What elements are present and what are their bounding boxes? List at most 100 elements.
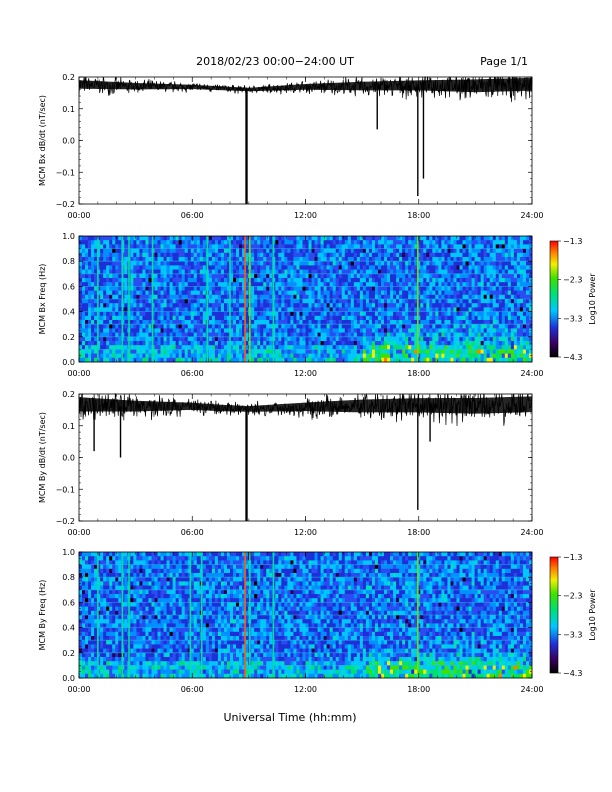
spectrogram-cell	[266, 282, 270, 287]
spectrogram-cell	[362, 349, 367, 354]
spectrogram-cell	[417, 315, 421, 321]
spectrogram-cell	[356, 299, 361, 304]
spectrogram-cell	[323, 320, 327, 325]
spectrogram-cell	[193, 286, 198, 291]
spectrogram-cell	[381, 299, 385, 304]
spectrogram-cell	[359, 248, 364, 254]
spectrogram-cell	[82, 269, 86, 275]
spectrogram-cell	[474, 248, 478, 254]
spectrogram-cell	[438, 345, 442, 350]
spectrogram-cell	[236, 269, 240, 275]
spectrogram-cell	[302, 240, 306, 245]
spectrogram-cell	[157, 341, 161, 346]
spectrogram-cell	[399, 265, 403, 270]
spectrogram-cell	[320, 261, 324, 266]
spectrogram-cell	[420, 261, 424, 266]
spectrogram-cell	[115, 336, 119, 342]
spectrogram-cell	[190, 286, 195, 291]
spectrogram-cell	[320, 265, 324, 270]
spectrogram-cell	[308, 303, 312, 308]
spectrogram-cell	[208, 265, 213, 270]
spectrogram-cell	[94, 244, 98, 249]
spectrogram-cell	[468, 299, 472, 304]
spectrogram-cell	[242, 257, 246, 262]
spectrogram-cell	[308, 345, 312, 350]
spectrogram-cell	[393, 261, 397, 266]
spectrogram-cell	[251, 332, 255, 338]
spectrogram-cell	[166, 328, 170, 333]
spectrogram-cell	[109, 282, 113, 287]
spectrogram-cell	[287, 278, 291, 283]
spectrogram-cell	[254, 286, 258, 291]
spectrogram-cell	[323, 240, 327, 245]
spectrogram-cell	[414, 341, 418, 346]
spectrogram-cell	[374, 332, 379, 338]
spectrogram-cell	[305, 328, 309, 333]
spectrogram-cell	[447, 257, 451, 262]
spectrogram-cell	[447, 294, 451, 300]
spectrogram-cell	[468, 294, 472, 300]
spectrogram-cell	[426, 320, 430, 325]
spectrogram-cell	[154, 307, 158, 312]
spectrogram-cell	[187, 552, 192, 557]
spectrogram-cell	[302, 236, 306, 241]
spectrogram-cell	[178, 357, 182, 363]
spectrogram-cell	[245, 328, 249, 333]
spectrogram-cell	[525, 252, 530, 258]
spectrogram-cell	[396, 282, 400, 287]
spectrogram-cell	[308, 248, 312, 254]
spectrogram-cell	[396, 328, 400, 333]
spectrogram-cell	[287, 252, 291, 258]
spectrogram-cell	[411, 357, 415, 363]
spectrogram-cell	[329, 282, 333, 287]
spectrogram-cell	[513, 244, 518, 249]
spectrogram-cell	[435, 307, 439, 312]
spectrogram-cell	[350, 265, 355, 270]
spectrogram-cell	[513, 290, 518, 296]
spectrogram-cell	[465, 315, 469, 321]
spectrogram-cell	[411, 324, 415, 329]
spectrogram-cell	[242, 307, 246, 312]
spectrogram-cell	[341, 349, 346, 354]
spectrogram-cell	[323, 349, 327, 354]
spectrogram-cell	[411, 286, 415, 291]
spectrogram-cell	[242, 349, 246, 354]
spectrogram-cell	[305, 332, 309, 338]
spectrogram-cell	[157, 273, 161, 279]
spectrogram-cell	[371, 269, 376, 275]
spectrogram-cell	[474, 311, 478, 317]
spectrogram-cell	[447, 357, 451, 363]
spectrogram-cell	[178, 349, 182, 354]
spectrogram-cell	[456, 282, 460, 287]
spectrogram-cell	[516, 265, 521, 270]
spectrogram-cell	[199, 311, 204, 317]
spectrogram-cell	[486, 286, 491, 291]
spectrogram-cell	[344, 311, 349, 317]
spectrogram-cell	[468, 307, 472, 312]
spectrogram-cell	[242, 328, 246, 333]
spectrogram-cell	[486, 353, 491, 359]
spectrogram-cell	[181, 345, 185, 350]
spectrogram-cell	[326, 278, 330, 283]
spectrogram-cell	[465, 345, 469, 350]
spectrogram-cell	[181, 278, 185, 283]
spectrogram-cell	[381, 265, 385, 270]
spectrogram-cell	[239, 294, 243, 300]
spectrogram-cell	[377, 324, 382, 329]
spectrogram-cell	[230, 261, 234, 266]
spectrogram-cell	[344, 286, 349, 291]
spectrogram-cell	[142, 248, 146, 254]
spectrogram-cell	[444, 273, 448, 279]
spectrogram-cell	[486, 345, 491, 350]
spectrogram-cell	[477, 286, 481, 291]
spectrogram-cell	[175, 341, 179, 346]
spectrogram-cell	[371, 286, 376, 291]
spectrogram-cell	[178, 552, 182, 557]
spectrogram-cell	[453, 320, 457, 325]
spectrogram-cell	[299, 278, 303, 283]
spectrogram-cell	[426, 328, 430, 333]
spectrogram-cell	[411, 290, 415, 296]
spectrogram-cell	[175, 299, 179, 304]
spectrogram-cell	[368, 240, 373, 245]
spectrogram-cell	[217, 261, 222, 266]
